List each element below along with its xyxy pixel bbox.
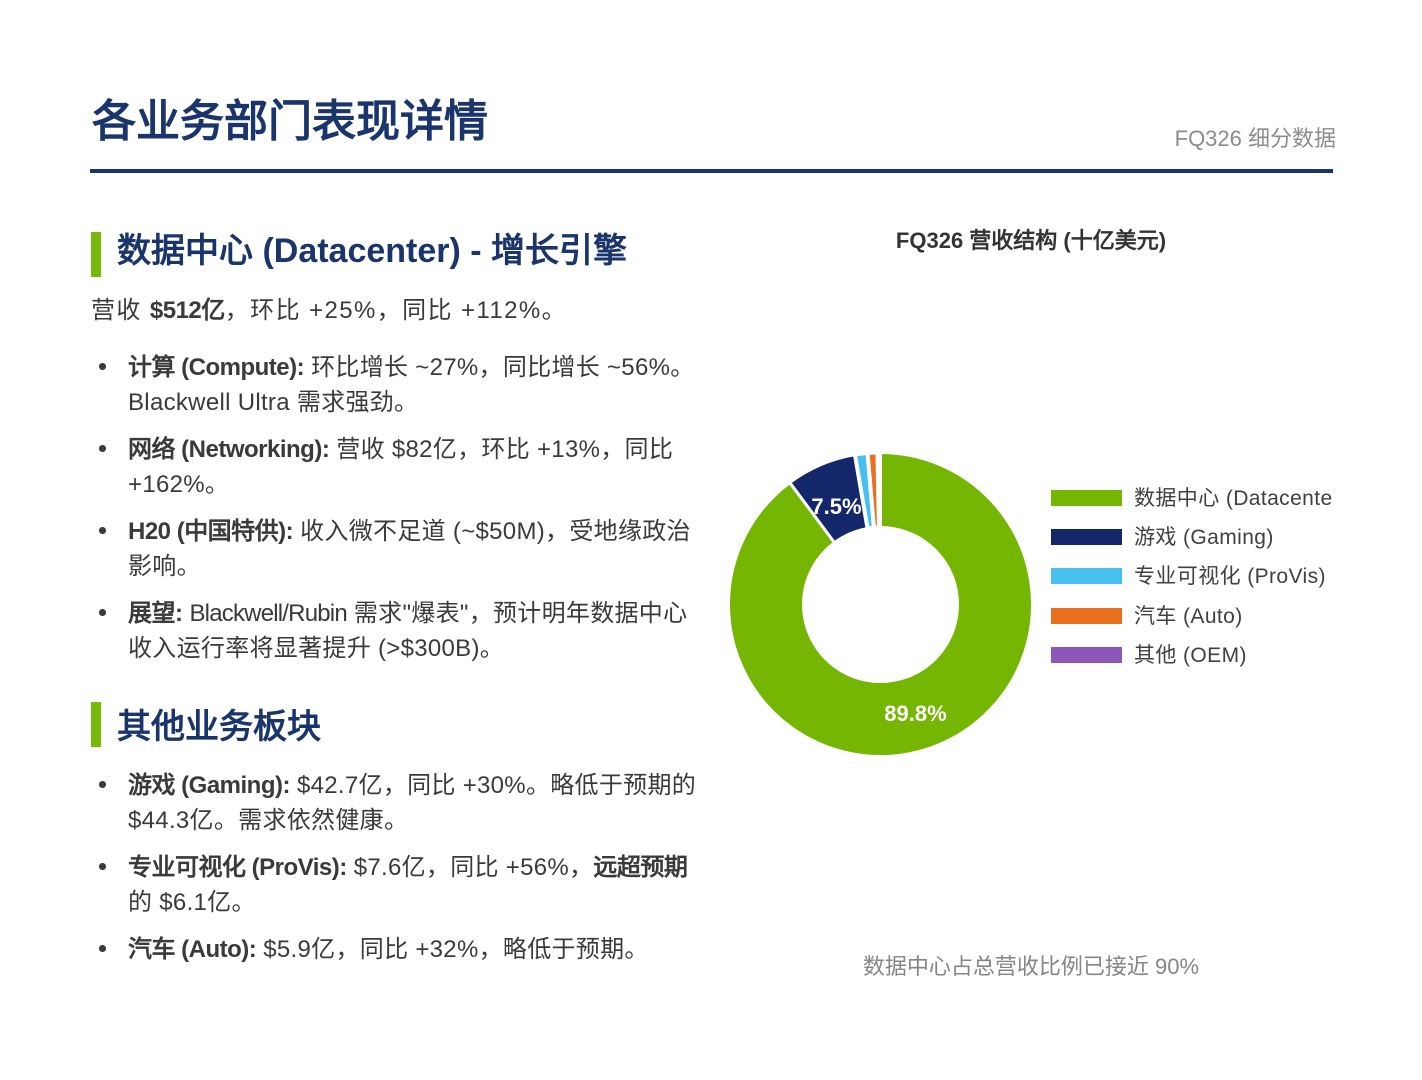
svg-text:89.8%: 89.8% [884, 701, 946, 726]
svg-text:7.5%: 7.5% [811, 494, 861, 519]
